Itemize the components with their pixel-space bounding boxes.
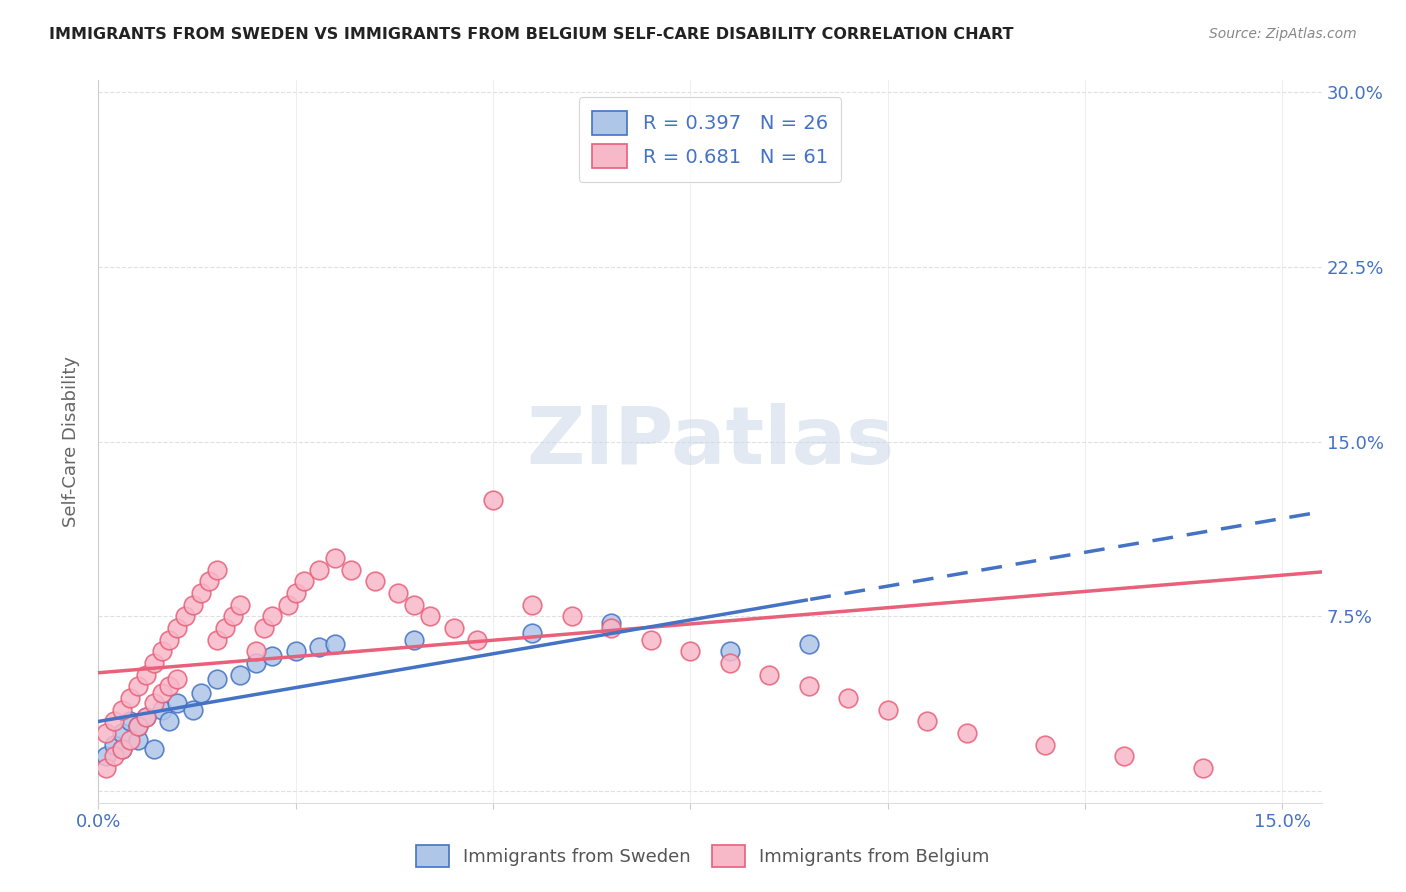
Point	[600, 621, 623, 635]
Point	[404, 598, 426, 612]
Point	[419, 609, 441, 624]
Point	[284, 586, 307, 600]
Point	[159, 632, 181, 647]
Point	[150, 702, 173, 716]
Point	[142, 656, 165, 670]
Point	[245, 656, 267, 670]
Point	[150, 686, 173, 700]
Point	[118, 732, 141, 747]
Point	[955, 726, 977, 740]
Point	[135, 709, 157, 723]
Point	[118, 690, 141, 705]
Point	[142, 742, 165, 756]
Point	[260, 648, 283, 663]
Point	[758, 667, 780, 681]
Point	[340, 563, 363, 577]
Point	[876, 702, 898, 716]
Point	[292, 574, 315, 589]
Point	[166, 621, 188, 635]
Point	[387, 586, 409, 600]
Point	[640, 632, 662, 647]
Point	[1035, 738, 1057, 752]
Point	[159, 679, 181, 693]
Point	[797, 679, 820, 693]
Point	[482, 492, 505, 507]
Point	[166, 696, 188, 710]
Point	[111, 726, 134, 740]
Point	[221, 609, 243, 624]
Point	[522, 598, 544, 612]
Point	[718, 644, 741, 658]
Point	[127, 719, 149, 733]
Point	[363, 574, 385, 589]
Point	[190, 586, 212, 600]
Point	[679, 644, 702, 658]
Point	[308, 640, 330, 654]
Point	[135, 709, 157, 723]
Y-axis label: Self-Care Disability: Self-Care Disability	[62, 356, 80, 527]
Point	[277, 598, 299, 612]
Point	[229, 667, 252, 681]
Point	[150, 644, 173, 658]
Point	[522, 625, 544, 640]
Point	[103, 738, 125, 752]
Point	[198, 574, 221, 589]
Legend: R = 0.397   N = 26, R = 0.681   N = 61: R = 0.397 N = 26, R = 0.681 N = 61	[579, 97, 841, 182]
Point	[260, 609, 283, 624]
Point	[111, 702, 134, 716]
Point	[142, 696, 165, 710]
Legend: Immigrants from Sweden, Immigrants from Belgium: Immigrants from Sweden, Immigrants from …	[409, 838, 997, 874]
Text: ZIPatlas: ZIPatlas	[526, 402, 894, 481]
Point	[205, 563, 228, 577]
Point	[465, 632, 488, 647]
Text: Source: ZipAtlas.com: Source: ZipAtlas.com	[1209, 27, 1357, 41]
Point	[229, 598, 252, 612]
Point	[127, 679, 149, 693]
Point	[205, 632, 228, 647]
Point	[1114, 749, 1136, 764]
Point	[1192, 761, 1215, 775]
Point	[103, 749, 125, 764]
Point	[174, 609, 197, 624]
Point	[404, 632, 426, 647]
Point	[253, 621, 276, 635]
Point	[190, 686, 212, 700]
Point	[96, 749, 118, 764]
Text: IMMIGRANTS FROM SWEDEN VS IMMIGRANTS FROM BELGIUM SELF-CARE DISABILITY CORRELATI: IMMIGRANTS FROM SWEDEN VS IMMIGRANTS FRO…	[49, 27, 1014, 42]
Point	[166, 673, 188, 687]
Point	[837, 690, 859, 705]
Point	[127, 732, 149, 747]
Point	[284, 644, 307, 658]
Point	[181, 598, 204, 612]
Point	[600, 616, 623, 631]
Point	[159, 714, 181, 729]
Point	[111, 742, 134, 756]
Point	[118, 714, 141, 729]
Point	[915, 714, 938, 729]
Point	[111, 742, 134, 756]
Point	[103, 714, 125, 729]
Point	[323, 551, 346, 566]
Point	[214, 621, 236, 635]
Point	[443, 621, 465, 635]
Point	[323, 637, 346, 651]
Point	[135, 667, 157, 681]
Point	[96, 726, 118, 740]
Point	[96, 761, 118, 775]
Point	[245, 644, 267, 658]
Point	[127, 719, 149, 733]
Point	[181, 702, 204, 716]
Point	[797, 637, 820, 651]
Point	[205, 673, 228, 687]
Point	[561, 609, 583, 624]
Point	[308, 563, 330, 577]
Point	[718, 656, 741, 670]
